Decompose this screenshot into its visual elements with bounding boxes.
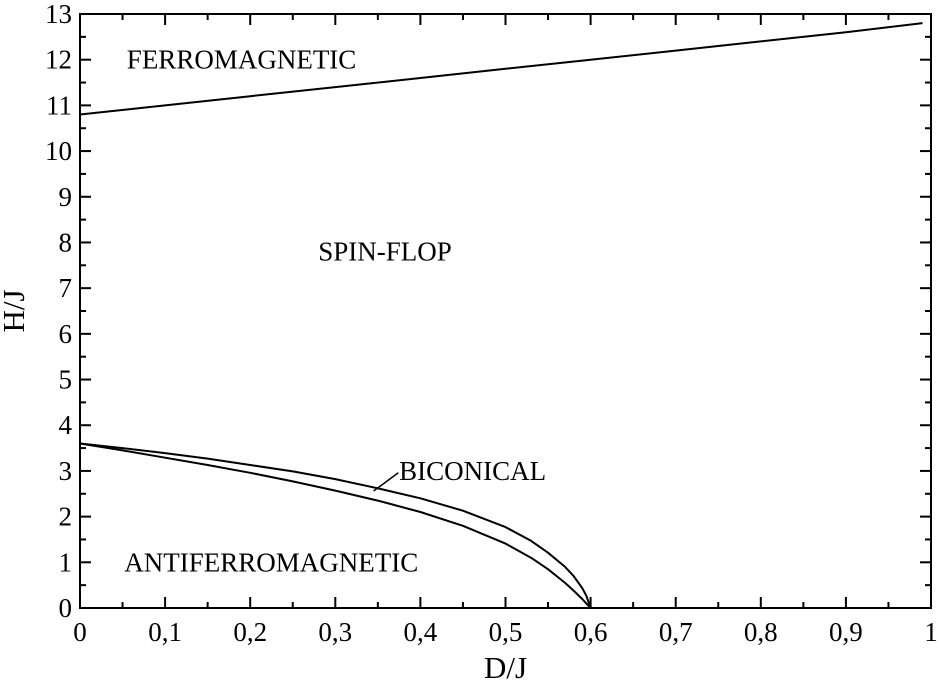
annotation-layer: FERROMAGNETIC SPIN-FLOP BICONICAL ANTIFERRO… <box>124 45 546 578</box>
y-tick-label: 13 <box>45 0 72 29</box>
x-tick-label: 0,9 <box>829 617 863 647</box>
plot-frame <box>79 13 932 609</box>
series-line-2 <box>79 442 592 609</box>
x-tick-label: 0 <box>73 617 87 647</box>
y-tick-label: 8 <box>59 227 73 257</box>
x-axis-title: D/J <box>484 650 527 685</box>
y-tick-label: 9 <box>59 182 73 212</box>
x-tick-label: 0,1 <box>148 617 182 647</box>
x-tick-label: 0,3 <box>318 617 352 647</box>
series-line-3 <box>79 442 592 609</box>
x-tick-label: 0,2 <box>233 617 267 647</box>
series-line-1 <box>79 22 923 116</box>
x-tick-label: 0,8 <box>744 617 778 647</box>
x-tick-label: 0,5 <box>489 617 523 647</box>
y-tick-label: 6 <box>59 319 73 349</box>
x-tick-label: 0,4 <box>404 617 438 647</box>
y-tick-label: 4 <box>59 410 73 440</box>
series-layer <box>79 22 923 609</box>
y-tick-label: 0 <box>59 593 73 623</box>
y-tick-label: 2 <box>59 502 73 532</box>
y-tick-label: 3 <box>59 456 73 486</box>
x-axis-ticks: 0 0,1 0,2 0,3 0,4 0,5 0,6 0,7 0,8 0,9 1 <box>73 14 938 647</box>
x-tick-label: 0,6 <box>574 617 608 647</box>
y-tick-label: 10 <box>45 136 72 166</box>
region-label: FERROMAGNETIC <box>127 45 357 75</box>
x-tick-label: 0,7 <box>659 617 693 647</box>
region-label: SPIN-FLOP <box>318 237 452 267</box>
region-label: ANTIFERROMAGNETIC <box>124 547 418 577</box>
y-tick-label: 11 <box>46 90 72 120</box>
y-tick-label: 12 <box>45 45 72 75</box>
y-tick-label: 1 <box>59 547 73 577</box>
biconical-pointer-line <box>373 472 399 492</box>
y-tick-label: 7 <box>59 273 73 303</box>
region-label: BICONICAL <box>399 456 546 486</box>
y-axis-title: H/J <box>0 289 31 332</box>
x-tick-label: 1 <box>924 617 938 647</box>
y-tick-label: 5 <box>59 365 73 395</box>
